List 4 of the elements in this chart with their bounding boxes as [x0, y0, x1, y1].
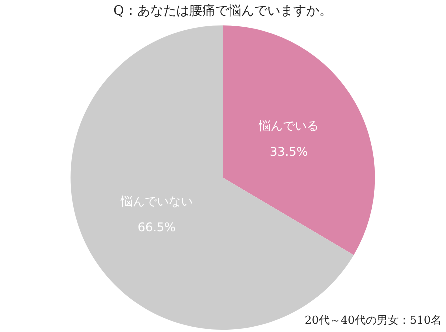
slice-label: 悩んでいる	[258, 119, 320, 134]
chart-title: Q：あなたは腰痛で悩んでいますか。	[114, 4, 332, 20]
text: 20代～40代の男女：510名	[305, 313, 442, 328]
data-label: 33.5%	[270, 145, 308, 160]
